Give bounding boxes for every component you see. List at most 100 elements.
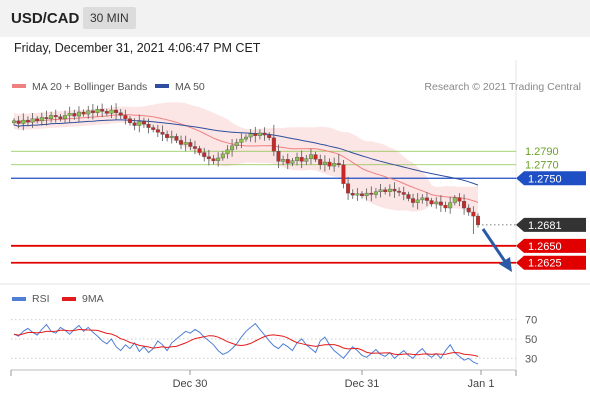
candle (434, 197, 439, 209)
candle (471, 206, 476, 235)
candle (95, 105, 100, 117)
rsi-tick-50: 50 (525, 334, 537, 346)
candle (350, 189, 355, 199)
candle (411, 193, 416, 208)
candle (304, 154, 309, 166)
candle (53, 109, 58, 123)
rsi-tick-70: 70 (525, 315, 537, 327)
candle (443, 201, 448, 212)
candle (355, 188, 360, 201)
candle (448, 196, 453, 214)
candle (114, 103, 119, 120)
candle (206, 149, 211, 166)
candle (336, 153, 341, 168)
rsi-line (13, 322, 479, 365)
level-label-1.2650: 1.2650 (528, 241, 562, 253)
last-price-tag (516, 217, 586, 232)
candle (35, 116, 40, 124)
level-tag-1.2625 (516, 255, 586, 270)
candle (299, 150, 304, 169)
candle (225, 145, 230, 159)
forecast-arrow (481, 228, 508, 264)
candle (179, 135, 184, 150)
candle (295, 152, 300, 166)
candle (322, 155, 327, 172)
candle (220, 151, 225, 161)
candle (141, 117, 146, 128)
candle (90, 103, 95, 120)
candle (262, 127, 267, 141)
candle (123, 109, 128, 125)
candle (415, 193, 420, 210)
x-label-jan1: Jan 1 (468, 378, 495, 390)
candle (30, 113, 35, 128)
candle (248, 128, 253, 142)
rsi-tick-30: 30 (525, 353, 537, 365)
level-label-1.2790: 1.2790 (525, 146, 559, 158)
candle (76, 106, 81, 122)
level-label-1.2750: 1.2750 (528, 173, 562, 185)
candle (216, 152, 221, 167)
ma20-legend-label: MA 20 + Bollinger Bands (32, 81, 147, 93)
candle (11, 118, 16, 126)
timeframe-button[interactable]: 30 MIN (83, 7, 136, 29)
rsi-legend-label: RSI (32, 293, 50, 305)
ma20-legend-swatch (12, 84, 26, 88)
candle (313, 151, 318, 163)
candle (438, 195, 443, 213)
candle (183, 135, 188, 152)
candle (346, 176, 351, 200)
rsi-ma-legend-swatch (62, 297, 76, 301)
rsi-ma-line (13, 328, 479, 357)
x-label-dec30: Dec 30 (173, 378, 208, 390)
candle (452, 195, 457, 206)
candle (160, 125, 165, 142)
candle (424, 192, 429, 207)
candle (341, 160, 346, 189)
candle (155, 124, 160, 138)
bollinger-band (14, 102, 478, 220)
candle (466, 204, 471, 216)
candle (174, 133, 179, 144)
candle (188, 138, 193, 151)
ma50-legend-swatch (155, 84, 169, 88)
symbol-title: USD/CAD (11, 10, 80, 27)
candle (420, 194, 425, 204)
candle (132, 118, 137, 131)
x-label-dec31: Dec 31 (345, 378, 380, 390)
rsi-legend-swatch (12, 297, 26, 301)
ma20-line (13, 114, 479, 203)
forecast-arrow-head (499, 257, 512, 272)
candle (63, 110, 68, 124)
candle (21, 113, 26, 131)
candle (243, 134, 248, 142)
candle (285, 153, 290, 170)
level-tag-1.2750 (516, 171, 586, 186)
ma50-legend-label: MA 50 (175, 81, 205, 93)
candle (44, 110, 49, 126)
candle (230, 139, 235, 157)
candle (16, 116, 21, 129)
candle (397, 187, 402, 197)
candle (308, 148, 313, 165)
level-tag-1.2650 (516, 238, 586, 253)
candle (58, 114, 63, 122)
candle (100, 103, 105, 118)
candle (457, 193, 462, 206)
candle (72, 109, 77, 120)
candle (146, 118, 151, 134)
candle (387, 184, 392, 197)
candle (239, 133, 244, 149)
candle (290, 157, 295, 167)
last-price-label: 1.2681 (528, 220, 562, 232)
candle (197, 145, 202, 156)
candle (169, 130, 174, 144)
candle (137, 114, 142, 133)
chart-datetime: Friday, December 31, 2021 4:06:47 PM CET (14, 41, 261, 55)
candle (327, 158, 332, 170)
candle (234, 138, 239, 150)
candle (378, 184, 383, 198)
candle (406, 191, 411, 202)
rsi-ma-legend-label: 9MA (82, 293, 104, 305)
